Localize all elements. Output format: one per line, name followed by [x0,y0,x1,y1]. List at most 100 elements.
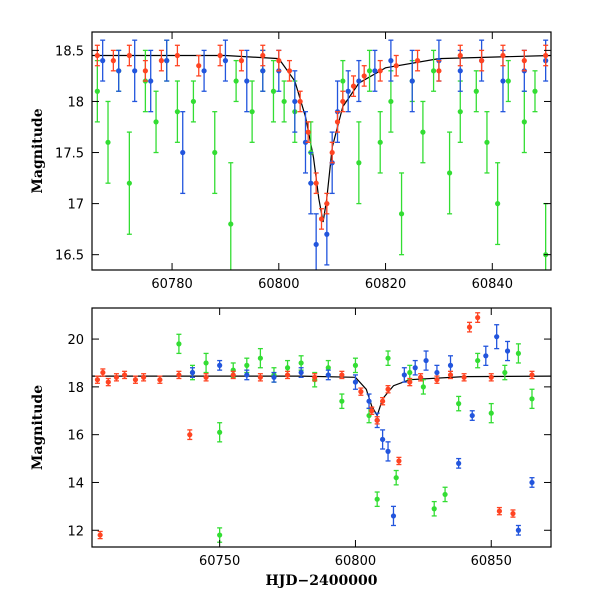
data-point [94,44,100,67]
data-layer [92,39,551,270]
data-point [97,530,103,540]
data-point [488,402,494,424]
data-point [132,375,139,384]
data-point [484,111,490,174]
data-point [238,49,245,72]
data-point [318,208,325,230]
data-point [356,59,362,103]
data-point [456,395,462,412]
data-point [233,59,239,103]
data-point [352,357,359,374]
data-point [302,111,309,174]
x-tick-label: 60800 [335,554,376,569]
y-tick-label: 18 [67,95,84,110]
data-point [257,373,263,382]
data-point [313,172,319,195]
data-point [356,121,362,205]
data-point [366,49,373,92]
data-point [515,524,522,536]
data-point [358,387,364,396]
data-point [121,370,128,380]
data-point [385,441,391,462]
data-point [447,370,454,380]
axis-ticks: 60750 60800 60850 12 14 16 18 20 [67,308,551,569]
data-point [446,131,453,215]
data-point [324,192,330,215]
data-point [105,100,111,184]
data-point [339,370,345,380]
lightcurve-panel-full: 60750 60800 60850 12 14 16 18 20 Magnitude HJD−… [30,307,552,589]
data-point [529,370,535,380]
data-point [217,527,223,543]
y-tick-label: 17.5 [55,147,84,162]
data-point [374,416,380,425]
data-point [457,44,463,67]
data-point [510,509,516,518]
data-point [132,39,138,103]
data-point [196,54,202,77]
model-curve [92,54,551,223]
data-point [190,80,197,123]
data-point [113,373,120,382]
x-axis-label: HJD−2400000 [266,573,378,589]
data-point [260,44,266,67]
data-point [466,321,473,333]
data-point [461,373,467,382]
data-point [377,59,383,82]
data-point [543,44,549,67]
y-tick-label: 17 [67,198,84,213]
x-tick-label: 60820 [365,277,406,292]
data-point [340,90,346,113]
axis-ticks: 60780 60800 60820 60840 16.5 17 17.5 18 18.5 [55,32,551,292]
data-point [494,324,500,350]
data-point [475,352,481,369]
y-tick-label: 16 [67,429,84,444]
data-point [329,141,335,164]
data-point [350,75,357,98]
data-point [94,375,101,384]
data-point [407,377,413,387]
data-point [505,59,511,103]
y-tick-label: 16.5 [55,249,84,264]
data-point [398,172,405,256]
data-point [374,491,380,508]
x-tick-label: 60780 [151,277,192,292]
data-point [286,59,293,82]
data-point [126,44,132,67]
data-point [401,367,407,383]
series-1 [176,333,535,543]
data-point [276,49,282,72]
data-point [456,457,462,469]
y-tick-label: 20 [67,333,84,348]
data-point [174,80,180,143]
data-point [203,352,209,374]
data-point [187,429,193,441]
data-point [495,162,501,246]
data-point [479,49,485,72]
data-point [393,469,399,486]
data-point [180,111,186,195]
data-point [230,370,236,380]
data-point [228,162,234,270]
data-point [153,90,159,154]
data-point [217,422,223,443]
data-point [100,39,106,82]
data-point [176,333,182,355]
data-point [504,340,511,362]
data-point [244,49,250,113]
lightcurve-panel-zoom: 60780 60800 60820 60840 16.5 17 17.5 18 18.5 Mag… [30,31,552,292]
series-2 [100,39,549,270]
data-point [292,70,298,133]
x-tick-label: 60750 [199,554,240,569]
data-point [409,49,415,113]
y-tick-label: 18 [67,381,84,396]
data-point [396,456,402,466]
data-point [377,111,383,174]
data-point [431,500,437,517]
data-point [176,370,182,380]
x-tick-label: 60850 [471,554,512,569]
data-point [502,364,508,381]
data-point [164,39,170,82]
y-tick-label: 14 [67,476,84,491]
y-axis-label: Magnitude [30,108,46,193]
